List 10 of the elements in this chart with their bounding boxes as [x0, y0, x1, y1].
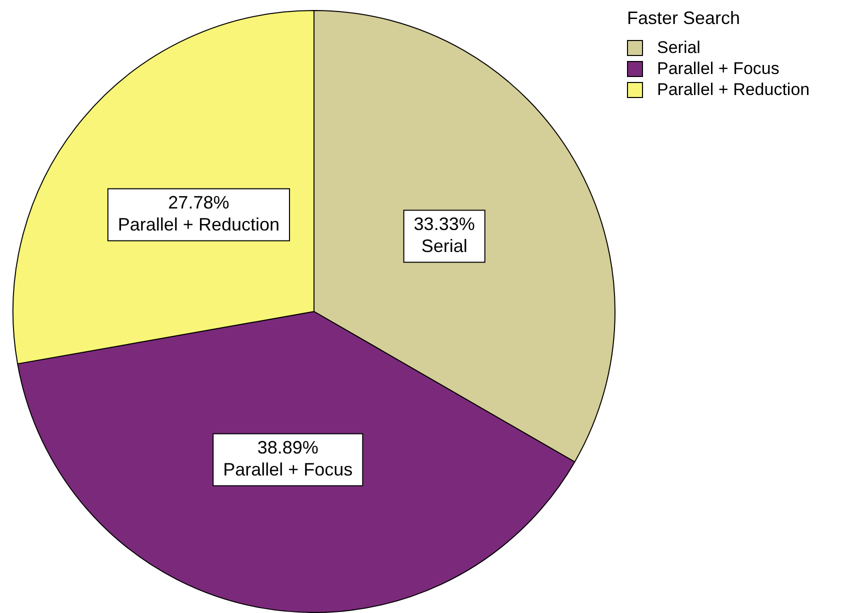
legend-label: Parallel + Focus [657, 58, 780, 79]
slice-label: Parallel + Reduction [118, 214, 280, 235]
slice-label: Parallel + Focus [223, 460, 353, 480]
slice-label: Serial [421, 236, 468, 256]
legend-label: Parallel + Reduction [657, 79, 810, 100]
data-label: 38.89% [257, 438, 318, 458]
data-label: 27.78% [168, 192, 230, 213]
data-label: 33.33% [414, 214, 475, 234]
legend-title: Faster Search [627, 8, 742, 29]
legend-label: Serial [657, 37, 700, 58]
